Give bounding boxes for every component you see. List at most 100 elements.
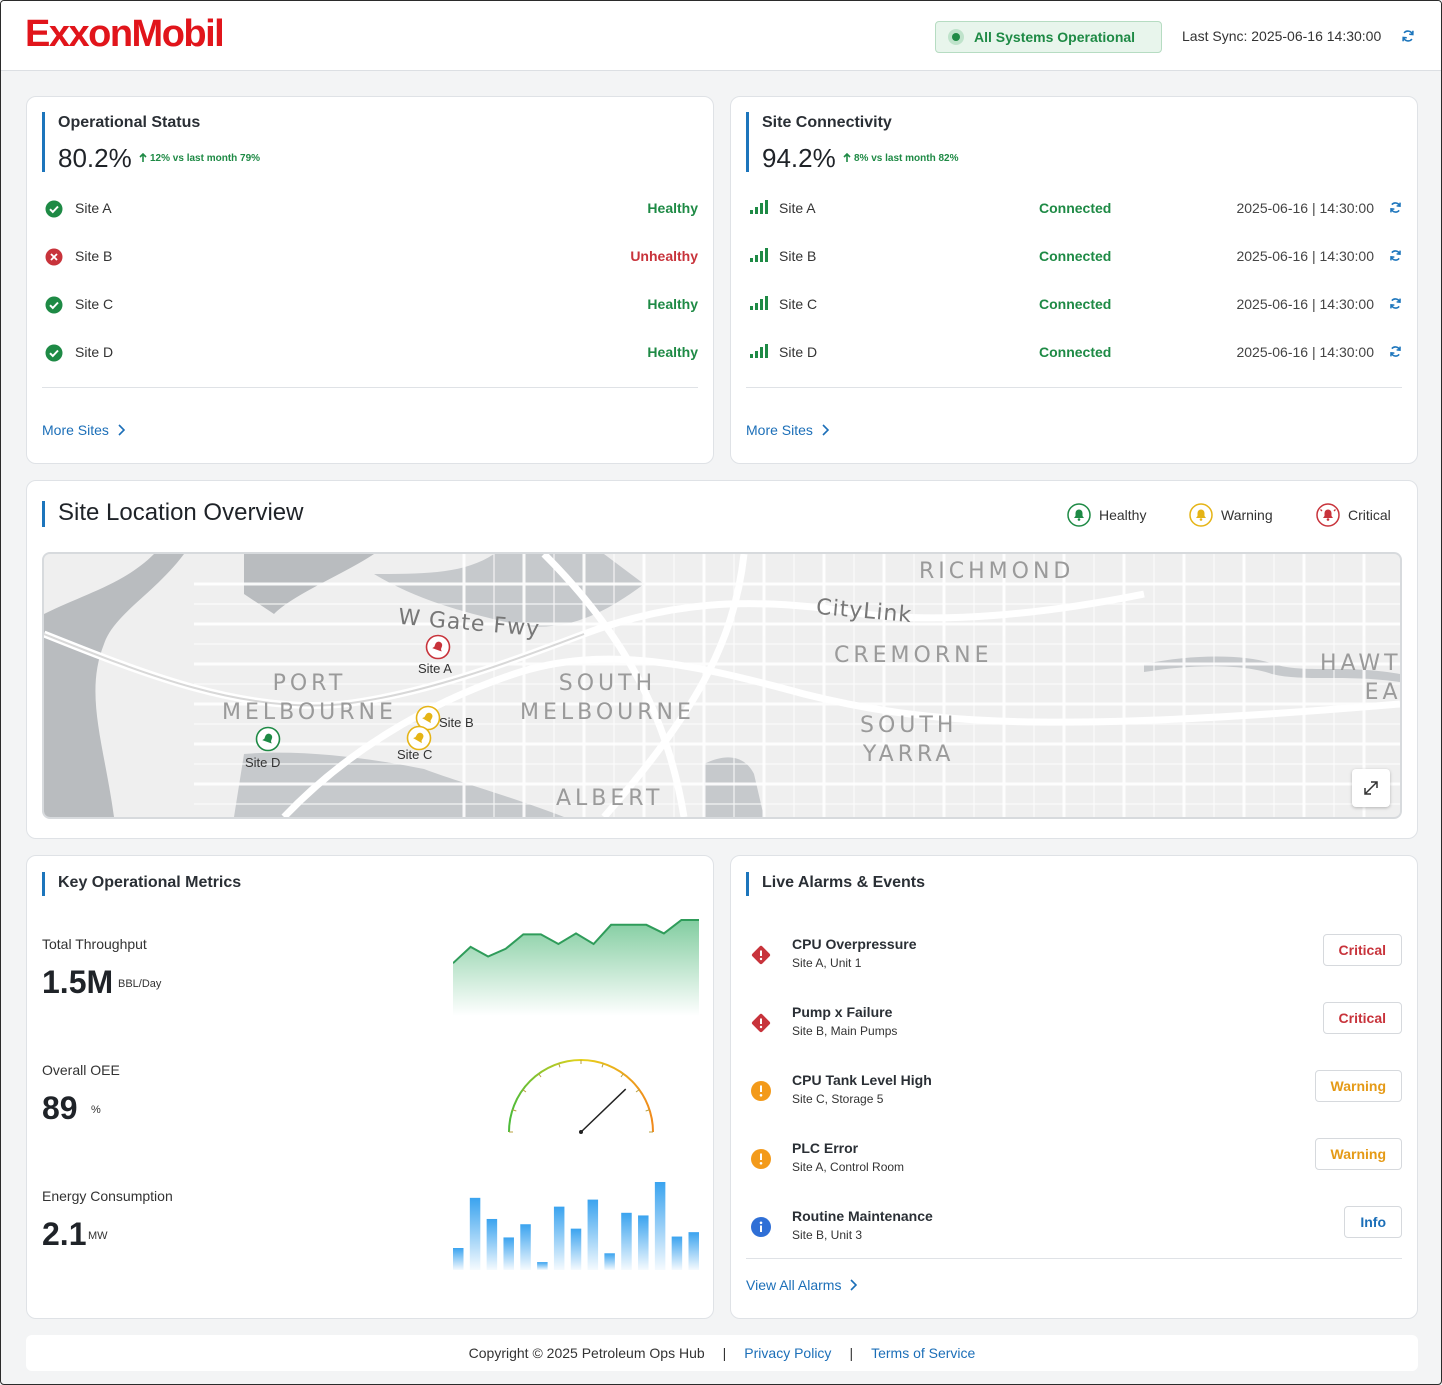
site-health-status: Healthy: [647, 296, 698, 312]
warning-site-pin-icon[interactable]: [406, 725, 432, 751]
site-status-row[interactable]: Site C Healthy: [45, 293, 698, 317]
privacy-policy-link[interactable]: Privacy Policy: [744, 1345, 832, 1361]
gauge-tick: [601, 1063, 604, 1068]
footer-separator: |: [722, 1345, 727, 1361]
operational-status-card: Operational Status 80.2% 12% vs last mon…: [26, 96, 714, 464]
energy-bar: [486, 1218, 498, 1270]
alarm-level-badge[interactable]: Info: [1344, 1206, 1402, 1238]
alarms-title: Live Alarms & Events: [762, 874, 926, 891]
connection-status: Connected: [1039, 248, 1112, 264]
site-connectivity-row[interactable]: Site A Connected 2025-06-16 | 14:30:00: [749, 197, 1402, 221]
site-status-row[interactable]: Site D Healthy: [45, 341, 698, 365]
map-label-cremorne: CREMORNE: [834, 643, 993, 668]
site-location-title: Site Location Overview: [58, 499, 304, 526]
chevron-right-icon: [118, 424, 125, 436]
map-label-hawthorn: HAWT EA: [1320, 651, 1402, 705]
legend-label: Critical: [1348, 507, 1391, 523]
arrow-up-icon: [843, 153, 851, 162]
view-all-alarms-link[interactable]: View All Alarms: [746, 1277, 858, 1293]
alarm-title: Routine Maintenance: [792, 1208, 933, 1224]
energy-bar: [621, 1212, 632, 1270]
gauge-tick: [645, 1109, 650, 1112]
legend-label: Warning: [1221, 507, 1273, 523]
footer-separator: |: [849, 1345, 854, 1361]
site-connectivity-delta: 8% vs last month 82%: [854, 153, 959, 164]
site-pin-label: Site D: [245, 755, 281, 770]
alarm-item[interactable]: Pump x Failure Site B, Main Pumps Critic…: [746, 1002, 1402, 1050]
gauge-tick: [512, 1109, 517, 1112]
footer: Copyright © 2025 Petroleum Ops Hub | Pri…: [26, 1335, 1418, 1371]
legend-critical: Critical: [1316, 503, 1391, 527]
energy-value: 2.1: [42, 1216, 87, 1252]
error-circle-icon: [45, 248, 63, 266]
warning-circle-icon: [751, 1081, 771, 1101]
expand-map-button[interactable]: [1352, 769, 1390, 807]
energy-bar: [503, 1237, 514, 1270]
signal-bars-icon: [750, 248, 768, 262]
alarms-card: Live Alarms & Events CPU Overpressure Si…: [730, 855, 1418, 1319]
gauge-tick: [558, 1063, 561, 1068]
site-status-row[interactable]: Site A Healthy: [45, 197, 698, 221]
connection-timestamp: 2025-06-16 | 14:30:00: [1236, 200, 1374, 216]
site-name: Site A: [75, 200, 112, 216]
exxonmobil-logo[interactable]: ExxonMobil: [25, 13, 225, 55]
alarm-level-badge[interactable]: Warning: [1314, 1070, 1402, 1102]
warning-site-pin-icon[interactable]: [415, 705, 441, 731]
divider: [42, 387, 698, 388]
site-map[interactable]: RICHMOND CityLink CREMORNE HAWT EA PORT …: [42, 552, 1402, 819]
alarm-item[interactable]: CPU Overpressure Site A, Unit 1 Critical: [746, 934, 1402, 982]
site-connectivity-row[interactable]: Site D Connected 2025-06-16 | 14:30:00: [749, 341, 1402, 365]
operational-status-title: Operational Status: [58, 114, 201, 131]
gauge-tick: [538, 1073, 542, 1078]
site-name: Site C: [75, 296, 114, 312]
last-sync-text: Last Sync: 2025-06-16 14:30:00: [1182, 28, 1382, 44]
refresh-icon[interactable]: [1401, 29, 1415, 43]
chevron-right-icon: [850, 1279, 858, 1291]
energy-bar: [553, 1206, 565, 1270]
terms-of-service-link[interactable]: Terms of Service: [871, 1345, 976, 1361]
alarm-title: PLC Error: [792, 1140, 859, 1156]
alarm-item[interactable]: CPU Tank Level High Site C, Storage 5 Wa…: [746, 1070, 1402, 1118]
status-dot-icon: [948, 29, 964, 45]
energy-label: Energy Consumption: [42, 1188, 173, 1204]
connection-timestamp: 2025-06-16 | 14:30:00: [1236, 296, 1374, 312]
alarm-item[interactable]: Routine Maintenance Site B, Unit 3 Info: [746, 1206, 1402, 1254]
site-connectivity-row[interactable]: Site C Connected 2025-06-16 | 14:30:00: [749, 293, 1402, 317]
alarm-item[interactable]: PLC Error Site A, Control Room Warning: [746, 1138, 1402, 1186]
alarm-level-badge[interactable]: Critical: [1322, 934, 1402, 966]
refresh-icon[interactable]: [1389, 297, 1402, 310]
oee-gauge: [508, 1059, 654, 1134]
signal-bars-icon: [750, 296, 768, 310]
throughput-line: [453, 919, 699, 964]
refresh-icon[interactable]: [1389, 345, 1402, 358]
site-location-card: Site Location Overview Healthy Warning C…: [26, 480, 1418, 839]
legend-warning: Warning: [1189, 503, 1273, 527]
site-connectivity-value: 94.2%: [762, 143, 836, 173]
site-status-row[interactable]: Site B Unhealthy: [45, 245, 698, 269]
refresh-icon[interactable]: [1389, 201, 1402, 214]
alarm-level-badge[interactable]: Critical: [1322, 1002, 1402, 1034]
site-name: Site C: [779, 296, 818, 312]
oee-label: Overall OEE: [42, 1062, 120, 1078]
gauge-tick: [620, 1073, 624, 1078]
refresh-icon[interactable]: [1389, 249, 1402, 262]
energy-bar: [654, 1182, 666, 1270]
site-name: Site D: [779, 344, 818, 360]
energy-bar: [638, 1215, 649, 1270]
view-all-alarms-label: View All Alarms: [746, 1277, 842, 1293]
title-accent-bar: [746, 112, 749, 172]
healthy-site-pin-icon[interactable]: [255, 726, 281, 752]
site-name: Site B: [779, 248, 817, 264]
critical-site-pin-icon[interactable]: [425, 634, 451, 660]
more-sites-link[interactable]: More Sites: [746, 422, 829, 438]
map-background: [44, 554, 1400, 817]
oee-unit: %: [91, 1104, 101, 1116]
connection-status: Connected: [1039, 200, 1112, 216]
oee-value: 89: [42, 1090, 78, 1126]
site-connectivity-row[interactable]: Site B Connected 2025-06-16 | 14:30:00: [749, 245, 1402, 269]
alarm-level-badge[interactable]: Warning: [1314, 1138, 1402, 1170]
alarm-location: Site A, Control Room: [792, 1160, 905, 1174]
more-sites-link[interactable]: More Sites: [42, 422, 125, 438]
check-circle-icon: [45, 200, 63, 218]
map-label-south-melbourne: SOUTH MELBOURNE: [520, 671, 695, 725]
